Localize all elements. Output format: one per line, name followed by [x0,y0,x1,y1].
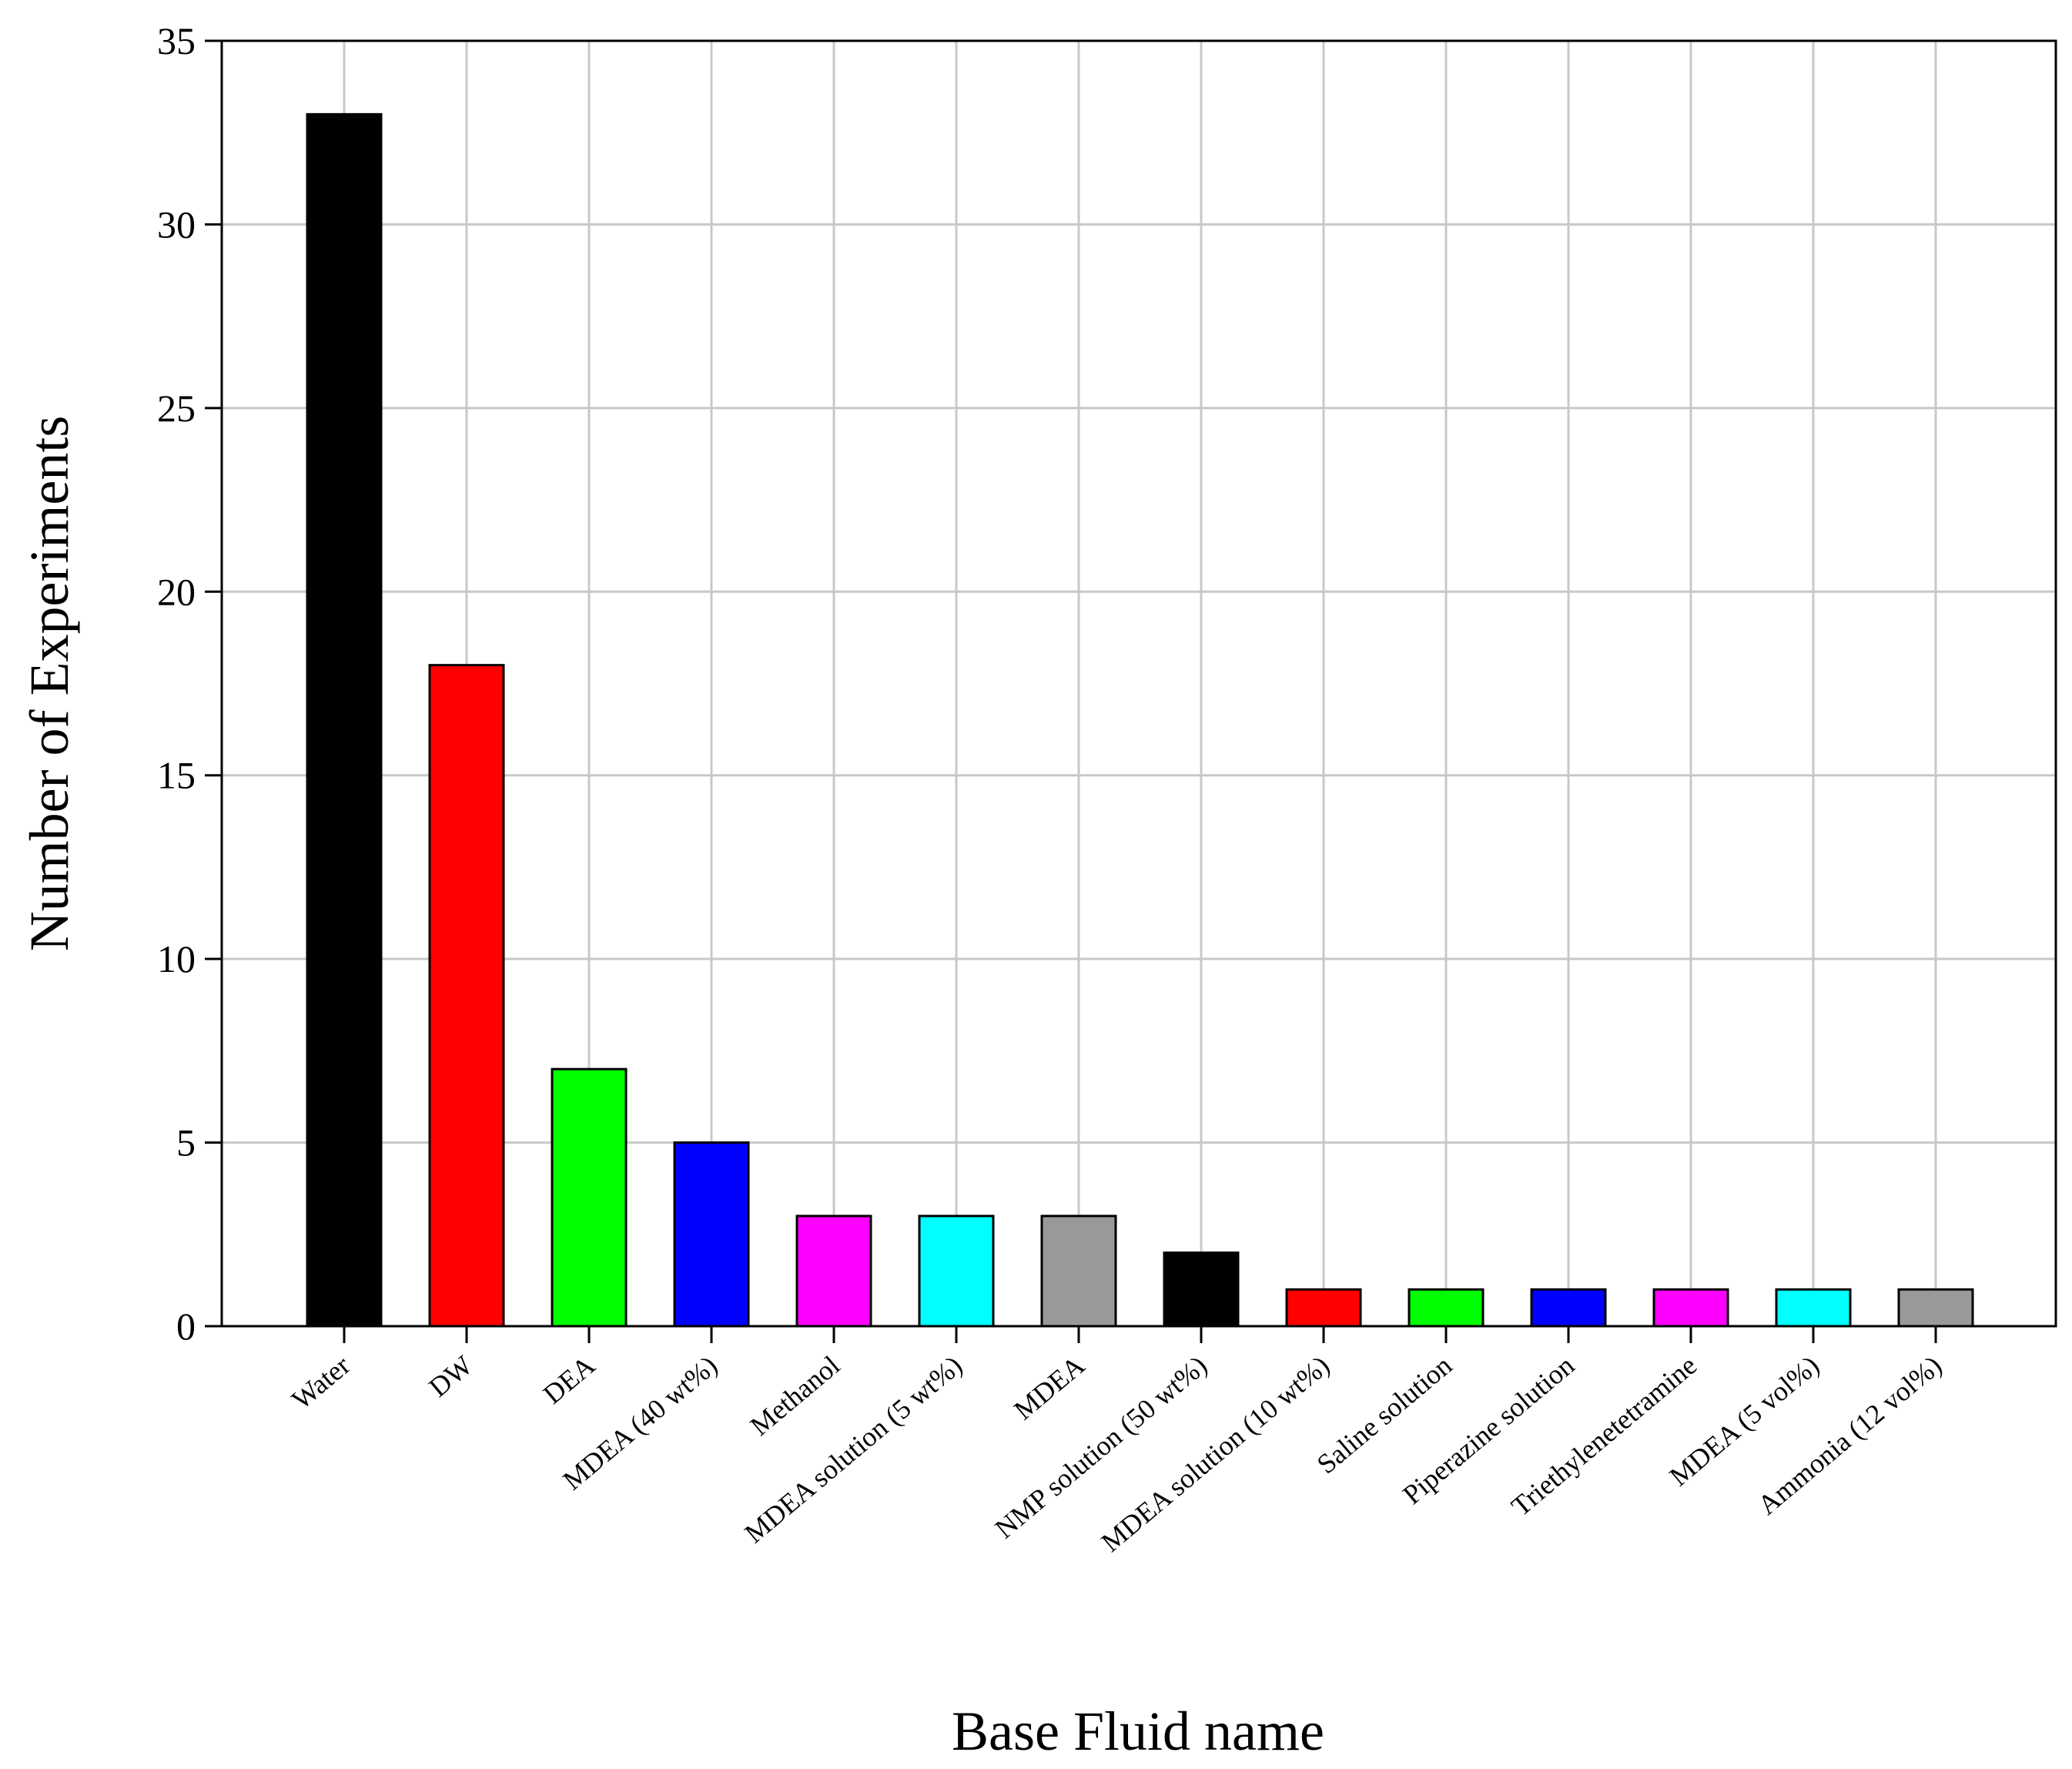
x-tick-label: DEA [537,1349,601,1409]
bar [1530,1288,1607,1328]
y-axis-title: Number of Experiments [18,416,80,952]
y-axis-ticks: 0 5 10 15 20 25 30 35 [157,19,222,1348]
bars [306,112,1974,1328]
bar [1408,1288,1485,1328]
bar [306,112,383,1328]
y-tick-label: 5 [176,1121,196,1164]
x-tick-label: MDEA [1008,1349,1090,1426]
bar [1285,1288,1362,1328]
y-tick-label: 30 [157,203,196,246]
x-tick-label: Methanol [745,1349,845,1441]
y-tick-label: 20 [157,570,196,613]
y-tick-label: 35 [157,19,196,62]
grid [222,41,2056,1326]
bar [918,1215,995,1328]
x-tick-label: MDEA solution (5 wt%) [738,1349,968,1549]
bar [551,1067,628,1328]
x-tick-label: NMP solution (50 wt%) [989,1349,1213,1544]
bar [1163,1251,1240,1328]
bar [1040,1215,1117,1328]
y-tick-label: 25 [157,387,196,430]
bar [428,664,505,1328]
y-tick-label: 0 [176,1305,196,1348]
plot-frame [220,39,2057,1328]
bar [1652,1288,1729,1328]
x-tick-label: Water [286,1349,356,1415]
bar [1775,1288,1852,1328]
bar [795,1215,872,1328]
y-tick-label: 15 [157,754,196,797]
x-tick-label: MDEA solution (10 wt%) [1096,1349,1335,1557]
y-tick-label: 10 [157,937,196,980]
bar [673,1141,750,1328]
x-axis-title: Base Fluid name [952,1700,1324,1762]
bar [1897,1288,1974,1328]
x-tick-label: DW [423,1349,478,1402]
